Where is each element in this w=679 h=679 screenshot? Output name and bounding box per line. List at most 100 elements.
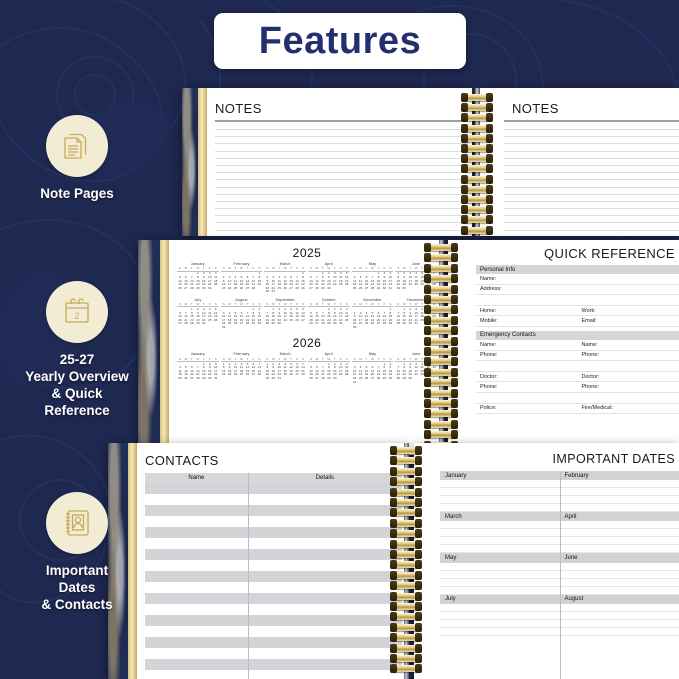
- note-rule-line: [215, 136, 468, 138]
- contacts-row[interactable]: [145, 505, 402, 516]
- spiral-coil: [424, 284, 458, 294]
- contacts-row[interactable]: [145, 582, 402, 593]
- contacts-row[interactable]: [145, 571, 402, 582]
- mini-month-name: May: [368, 352, 377, 357]
- contacts-row[interactable]: [145, 538, 402, 549]
- quick-reference-row[interactable]: [476, 295, 679, 306]
- spiral-coil: [461, 113, 493, 123]
- quick-reference-field[interactable]: Fire/Medical:: [581, 405, 613, 412]
- mini-month-name: November: [363, 297, 382, 302]
- mini-month: March S M T W T F S 1 2 3 4 5 6 7 8 9 10 11 12 13 14 15 16 17 18 1…: [264, 353, 306, 384]
- quick-reference-row[interactable]: Phone: Phone:: [476, 351, 679, 362]
- quick-reference-field[interactable]: Name:: [480, 341, 497, 348]
- quick-reference-field[interactable]: Phone:: [480, 352, 498, 359]
- quick-reference-field[interactable]: Home:: [480, 307, 497, 314]
- note-rule-line: [504, 143, 679, 145]
- quick-reference-field[interactable]: Mobile:: [480, 318, 498, 325]
- spiral-coil: [461, 154, 493, 164]
- feature-item-yearly-overview: 2 25-27 Yearly Overview & Quick Reference: [2, 281, 152, 420]
- quick-reference-field[interactable]: [476, 361, 578, 371]
- quick-reference-row[interactable]: Name:: [476, 274, 679, 285]
- quick-reference-section-heading: Personal Info: [476, 265, 679, 274]
- quick-reference-field[interactable]: Address:: [480, 286, 502, 293]
- important-dates-month-label: May: [445, 554, 457, 561]
- quick-reference-field[interactable]: [578, 361, 679, 371]
- calendar-year-label: 2026: [292, 336, 322, 351]
- contacts-row[interactable]: [145, 549, 402, 560]
- quick-reference-row[interactable]: Home: Work:: [476, 306, 679, 317]
- notes-spiral-binding: [461, 88, 493, 236]
- quick-reference-row[interactable]: Name: Name:: [476, 340, 679, 351]
- spiral-coil: [424, 274, 458, 284]
- important-dates-title: IMPORTANT DATES: [552, 452, 675, 466]
- contacts-row[interactable]: [145, 593, 402, 604]
- quick-reference-field[interactable]: [578, 393, 679, 403]
- cover-gold-edge-left-2: [160, 240, 169, 455]
- quick-reference-field[interactable]: [578, 285, 679, 295]
- mini-month-name: June: [411, 352, 421, 357]
- mini-month: JuneSMTWTFS12345678910111213141516171819…: [395, 262, 437, 294]
- contacts-row[interactable]: [145, 670, 402, 679]
- mini-month-name: March: [279, 352, 291, 357]
- mini-month: February S M T W T F S 1 2 3 4 5 6 7 8 9 10 11 12 13 14 15 16 17…: [220, 353, 263, 384]
- mini-month: May S M T W T F S 1 2 3 4 5 6 7 8 9 10 11 12 13 14 15 16 17 18 19…: [351, 352, 394, 384]
- contacts-row[interactable]: [145, 483, 402, 494]
- quick-reference-field[interactable]: Phone:: [581, 352, 599, 359]
- note-rule-line: [504, 157, 679, 159]
- contacts-row[interactable]: [145, 637, 402, 648]
- notes-left-title: NOTES: [215, 101, 262, 116]
- contacts-row[interactable]: [145, 648, 402, 659]
- document-pages-icon: [64, 133, 87, 159]
- mini-month-name: October: [321, 297, 336, 302]
- contacts-row[interactable]: [145, 626, 402, 637]
- quick-reference-row[interactable]: Mobile: Email:: [476, 316, 679, 327]
- quick-reference-row[interactable]: [476, 361, 679, 372]
- contacts-row[interactable]: [145, 494, 402, 505]
- note-rule-line: [504, 215, 679, 217]
- quick-reference-row[interactable]: Phone: Phone:: [476, 382, 679, 393]
- quick-reference-field[interactable]: [476, 295, 578, 305]
- contacts-col-name: Name: [188, 475, 205, 481]
- spiral-coil: [390, 539, 422, 549]
- mini-month-days: 1234567891011121314151617181920212223242…: [396, 271, 436, 290]
- quick-reference-field[interactable]: Phone:: [581, 384, 599, 391]
- spiral-coil: [390, 622, 422, 632]
- quick-reference-row[interactable]: Doctor: Doctor:: [476, 372, 679, 383]
- quick-reference-field[interactable]: Doctor:: [581, 373, 600, 380]
- important-dates-month-label: March: [445, 513, 462, 520]
- quick-reference-field[interactable]: Email:: [581, 318, 597, 325]
- spiral-coil: [424, 295, 458, 304]
- contacts-row[interactable]: [145, 527, 402, 538]
- spiral-coil: [390, 477, 422, 487]
- contacts-row[interactable]: [145, 604, 402, 615]
- feature-item-note-pages: Note Pages: [2, 115, 152, 203]
- quick-reference-field[interactable]: Doctor:: [480, 373, 498, 380]
- quick-reference-field[interactable]: Work:: [581, 307, 596, 314]
- quick-reference-row[interactable]: Address:: [476, 285, 679, 296]
- quick-reference-field[interactable]: [578, 274, 679, 284]
- contacts-row[interactable]: [145, 659, 402, 670]
- quick-reference-field[interactable]: Name:: [480, 275, 497, 282]
- spiral-coil: [424, 347, 458, 356]
- contacts-row[interactable]: [145, 615, 402, 626]
- quick-reference-field[interactable]: Name:: [581, 341, 598, 348]
- quick-reference-row[interactable]: Police: Fire/Medical:: [476, 404, 679, 415]
- quick-reference-field[interactable]: [476, 393, 578, 403]
- spiral-coil: [424, 336, 458, 346]
- contacts-row[interactable]: [145, 516, 402, 527]
- quick-reference-field[interactable]: [578, 295, 679, 305]
- spiral-coil: [390, 446, 422, 455]
- note-rule-line: [215, 150, 468, 152]
- mini-month: March S M T W T F S 1 2 3 4 5 6 7 8 9 10 11 12 13 14 15 16 17 18…: [264, 262, 306, 294]
- quick-reference-row[interactable]: [476, 393, 679, 404]
- yearly-overview-page: 2025 January S M T W T F S 1 2 3 4 5 6 7 8 9 10 11 12 13 14 15…: [138, 240, 443, 455]
- mini-month-name: April: [324, 262, 333, 266]
- quick-reference-field[interactable]: Phone:: [480, 384, 498, 391]
- contacts-row[interactable]: [145, 560, 402, 571]
- spiral-coil: [390, 591, 422, 601]
- quick-reference-field[interactable]: Police:: [480, 405, 497, 412]
